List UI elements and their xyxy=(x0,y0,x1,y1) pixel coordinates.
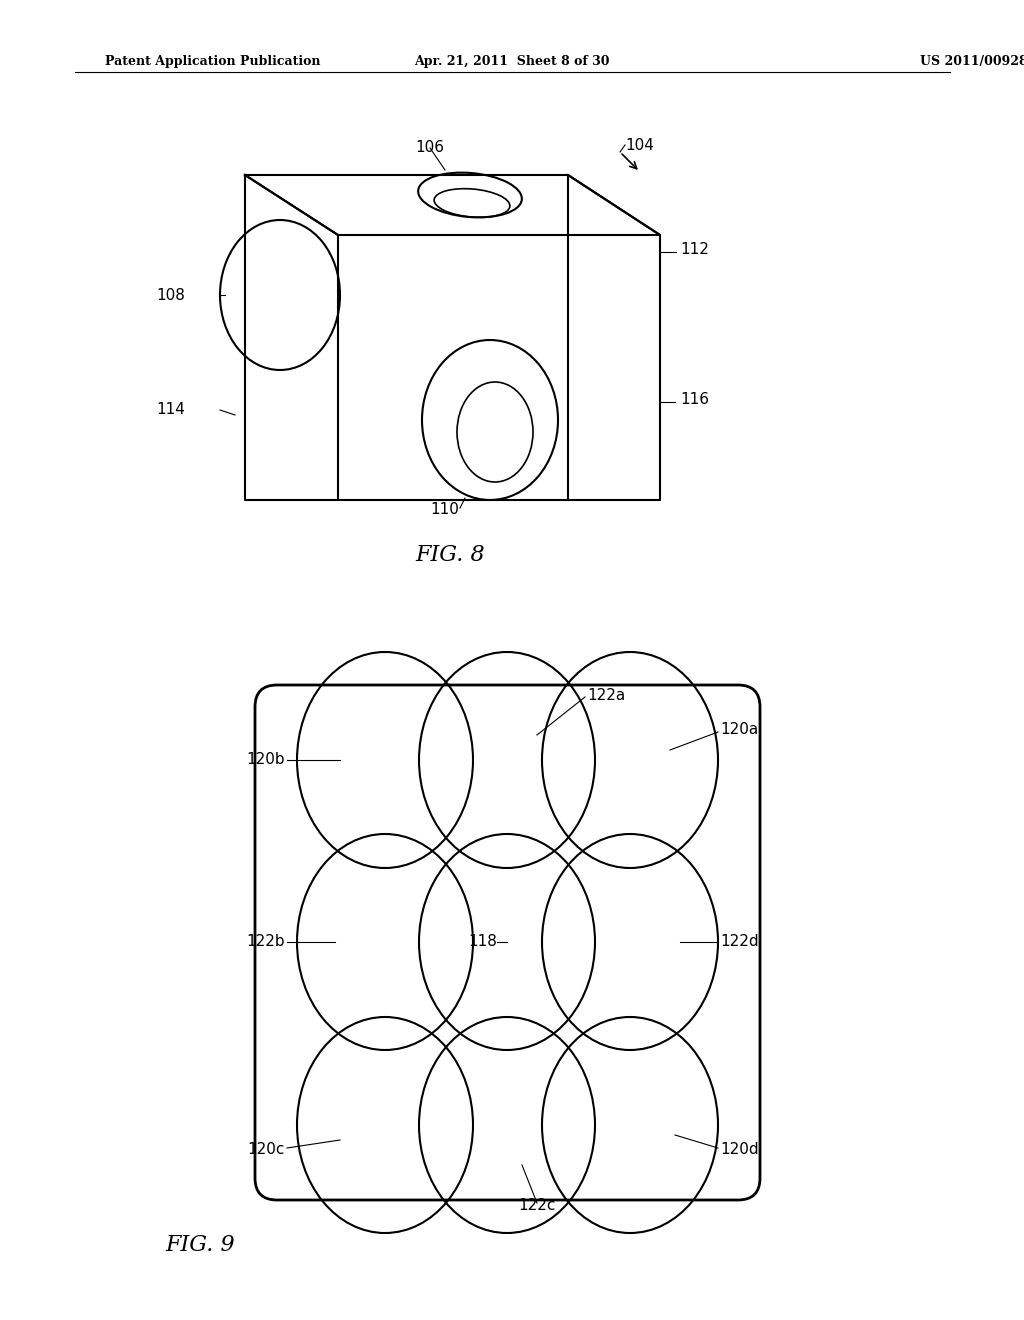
Text: 104: 104 xyxy=(625,137,654,153)
Text: 120b: 120b xyxy=(247,752,285,767)
Text: FIG. 8: FIG. 8 xyxy=(415,544,484,566)
Text: 122b: 122b xyxy=(247,935,285,949)
Text: FIG. 9: FIG. 9 xyxy=(165,1234,234,1257)
Text: 114: 114 xyxy=(156,403,185,417)
Text: 120a: 120a xyxy=(720,722,758,738)
Text: 106: 106 xyxy=(416,140,444,156)
Text: Apr. 21, 2011  Sheet 8 of 30: Apr. 21, 2011 Sheet 8 of 30 xyxy=(415,55,609,69)
Text: 108: 108 xyxy=(156,288,185,302)
Text: 120c: 120c xyxy=(248,1143,285,1158)
Text: 112: 112 xyxy=(680,243,709,257)
Text: 122d: 122d xyxy=(720,935,759,949)
Text: 120d: 120d xyxy=(720,1143,759,1158)
Text: 122c: 122c xyxy=(518,1197,556,1213)
Text: Patent Application Publication: Patent Application Publication xyxy=(105,55,321,69)
Text: 116: 116 xyxy=(680,392,709,408)
Text: 110: 110 xyxy=(430,503,460,517)
Text: 122a: 122a xyxy=(587,688,626,702)
Text: 118: 118 xyxy=(468,935,497,949)
Text: US 2011/0092848 A1: US 2011/0092848 A1 xyxy=(920,55,1024,69)
